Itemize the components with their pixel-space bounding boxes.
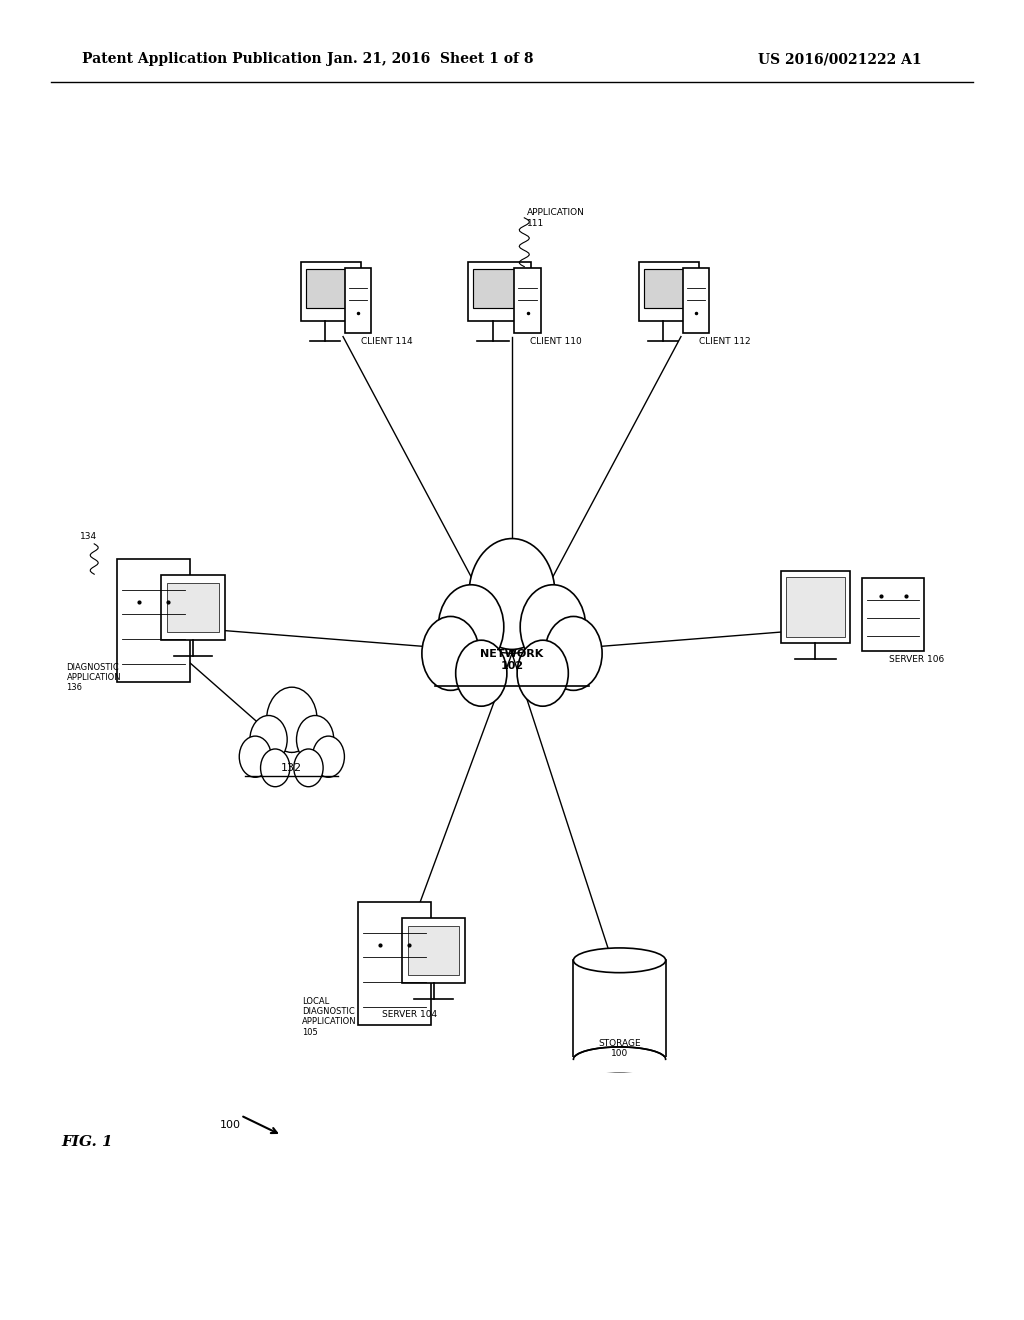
FancyBboxPatch shape (862, 578, 925, 651)
Text: NETWORK
102: NETWORK 102 (480, 649, 544, 671)
Text: SERVER 104: SERVER 104 (382, 1010, 437, 1019)
Text: US 2016/0021222 A1: US 2016/0021222 A1 (758, 53, 922, 66)
Circle shape (240, 737, 271, 777)
FancyBboxPatch shape (306, 268, 356, 308)
FancyBboxPatch shape (357, 902, 431, 1026)
Text: CLIENT 114: CLIENT 114 (361, 337, 413, 346)
Text: CLIENT 112: CLIENT 112 (699, 337, 751, 346)
FancyBboxPatch shape (161, 574, 225, 640)
FancyBboxPatch shape (401, 917, 466, 983)
Ellipse shape (573, 1047, 666, 1072)
Text: 100: 100 (219, 1119, 241, 1130)
Circle shape (260, 748, 290, 787)
Circle shape (266, 688, 317, 752)
Circle shape (294, 748, 324, 787)
Text: CLIENT 110: CLIENT 110 (530, 337, 583, 346)
Circle shape (517, 640, 568, 706)
FancyBboxPatch shape (468, 261, 531, 321)
Circle shape (312, 737, 344, 777)
FancyBboxPatch shape (167, 582, 219, 632)
Circle shape (456, 640, 507, 706)
Circle shape (422, 616, 479, 690)
FancyBboxPatch shape (345, 268, 371, 333)
FancyBboxPatch shape (571, 1056, 668, 1072)
Circle shape (545, 616, 602, 690)
FancyBboxPatch shape (786, 577, 845, 636)
FancyBboxPatch shape (780, 570, 850, 643)
FancyBboxPatch shape (573, 961, 666, 1059)
FancyBboxPatch shape (639, 261, 699, 321)
Text: Jan. 21, 2016  Sheet 1 of 8: Jan. 21, 2016 Sheet 1 of 8 (327, 53, 534, 66)
Text: Patent Application Publication: Patent Application Publication (82, 53, 322, 66)
FancyBboxPatch shape (408, 925, 460, 975)
FancyBboxPatch shape (473, 268, 526, 308)
Circle shape (297, 715, 334, 763)
Text: SERVER 106: SERVER 106 (889, 655, 944, 664)
Circle shape (520, 585, 586, 669)
Circle shape (438, 585, 504, 669)
FancyBboxPatch shape (683, 268, 709, 333)
Ellipse shape (573, 948, 666, 973)
FancyBboxPatch shape (514, 268, 541, 333)
Text: STORAGE
100: STORAGE 100 (598, 1039, 641, 1059)
FancyBboxPatch shape (644, 268, 694, 308)
FancyBboxPatch shape (117, 558, 190, 682)
Circle shape (250, 715, 287, 763)
Circle shape (469, 539, 555, 649)
FancyBboxPatch shape (301, 261, 361, 321)
Text: 132: 132 (282, 763, 302, 774)
Text: LOCAL
DIAGNOSTIC
APPLICATION
105: LOCAL DIAGNOSTIC APPLICATION 105 (302, 997, 356, 1036)
Text: APPLICATION
111: APPLICATION 111 (527, 209, 586, 227)
Text: FIG. 1: FIG. 1 (61, 1135, 113, 1148)
Text: DIAGNOSTIC
APPLICATION
136: DIAGNOSTIC APPLICATION 136 (67, 663, 121, 693)
Text: 134: 134 (80, 532, 97, 541)
